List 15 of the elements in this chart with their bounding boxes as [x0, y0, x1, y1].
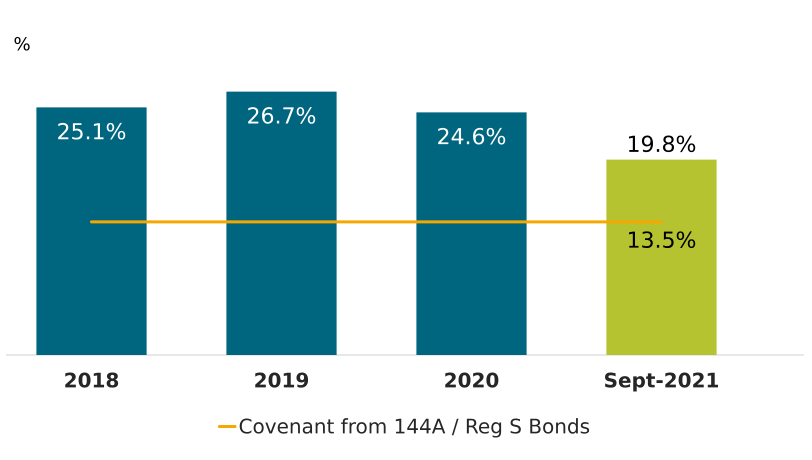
bar [416, 112, 527, 355]
data-label: 24.6% [438, 128, 506, 144]
data-label: 13.5% [628, 231, 696, 248]
x-tick-label: 2020 [445, 372, 498, 388]
x-tick-label: Sept-2021 [605, 372, 718, 392]
bar [36, 107, 147, 355]
data-label: 25.1% [58, 122, 126, 140]
x-tick-label: 2019 [255, 372, 308, 388]
bar [606, 160, 717, 355]
data-label: 26.7% [248, 107, 316, 124]
x-tick-label: 2018 [65, 372, 118, 388]
y-axis-title: % [14, 36, 30, 51]
data-label: 19.8% [628, 136, 696, 152]
bar [226, 92, 337, 355]
legend-label: Covenant from 144A / Reg S Bonds [240, 418, 590, 438]
